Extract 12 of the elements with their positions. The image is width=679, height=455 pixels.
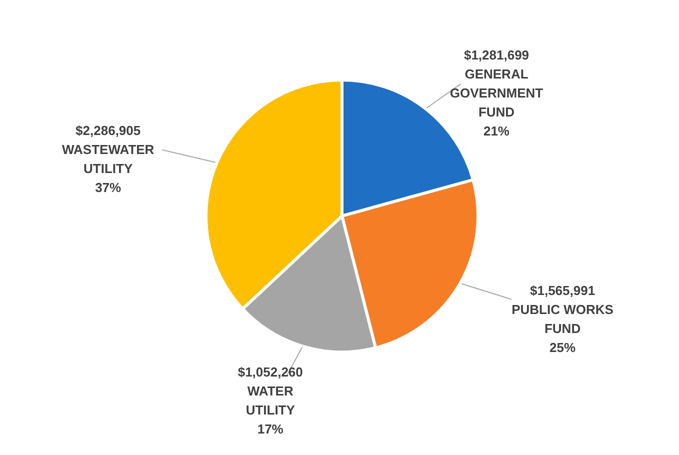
slice-label: GENERAL GOVERNMENT FUND — [450, 66, 544, 120]
text: 17% — [257, 422, 284, 437]
slice-label: PUBLIC WORKS FUND — [512, 302, 614, 336]
data-label: $2,286,905 — [76, 122, 141, 138]
text: 37% — [95, 180, 122, 195]
data-label: $1,565,991 — [530, 283, 596, 298]
text: 21% — [483, 123, 510, 138]
slice-label: WASTEWATER UTILITY — [62, 142, 155, 176]
data-label: $1,052,260 — [238, 364, 303, 380]
slice-label: WATER UTILITY — [246, 384, 296, 418]
data-label: $1,281,699 — [464, 47, 530, 62]
text: 25% — [550, 340, 576, 356]
